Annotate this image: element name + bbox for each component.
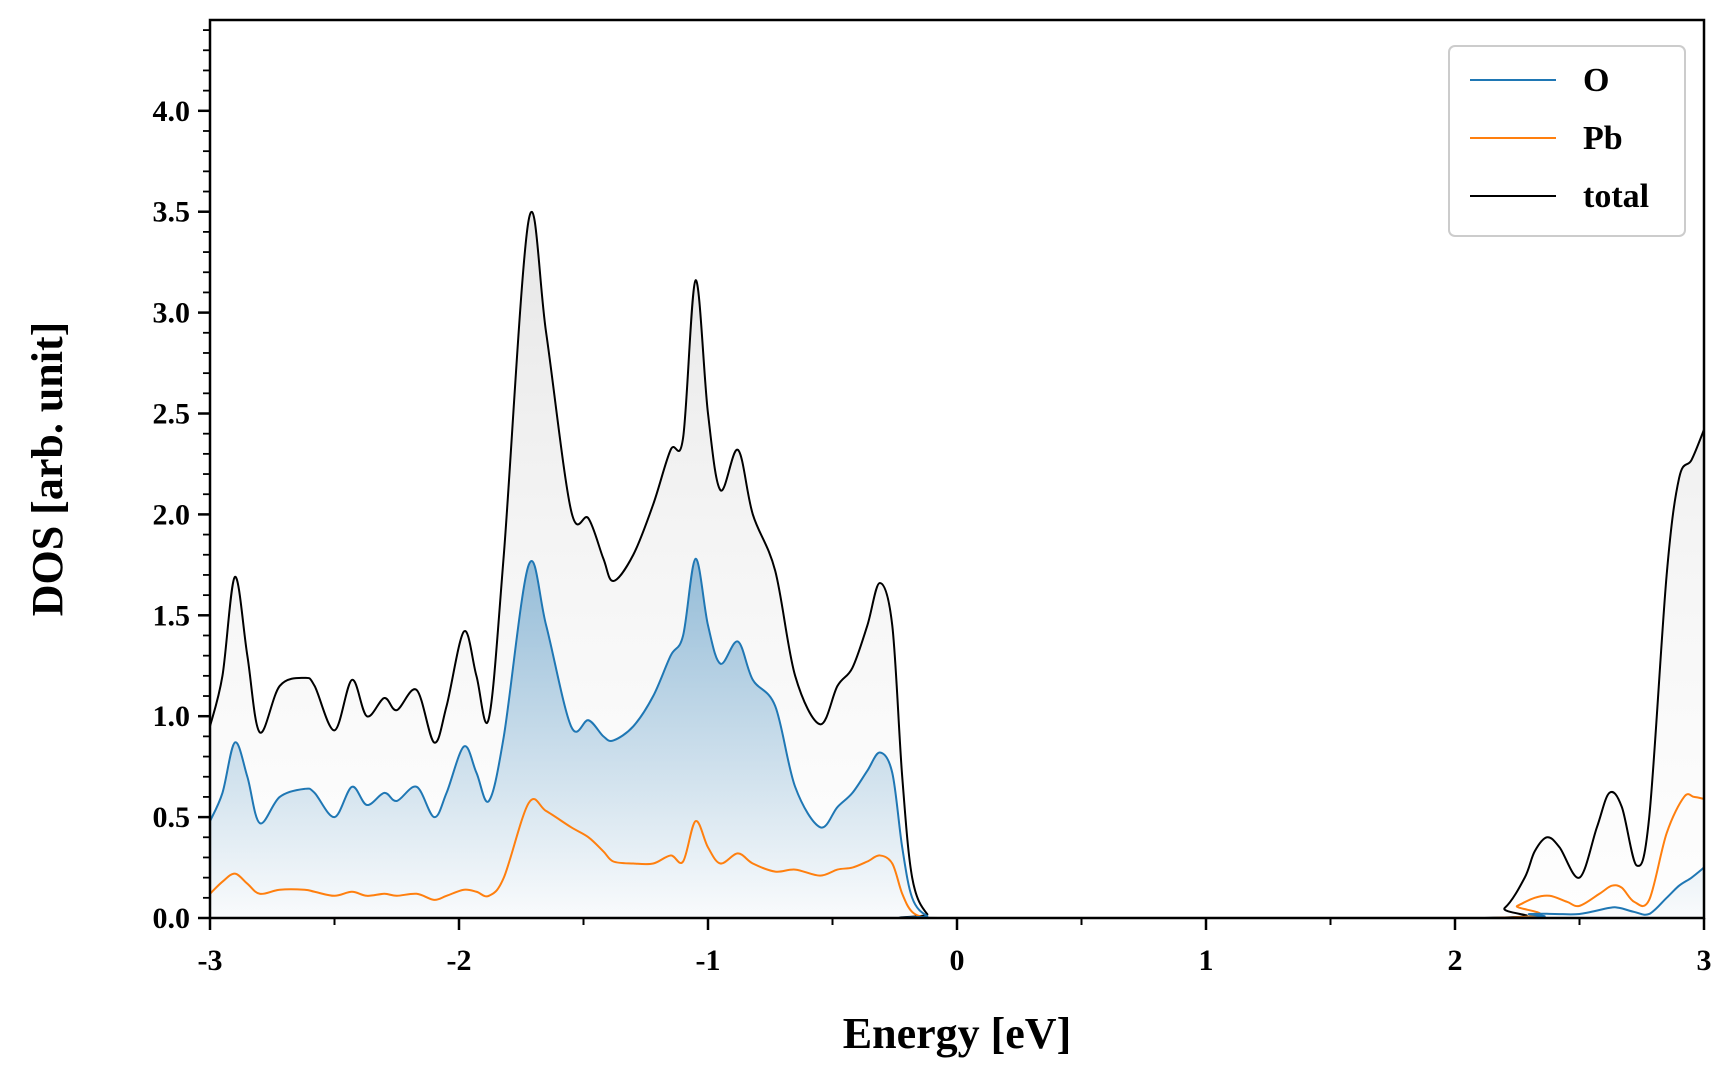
series-fill-o [210, 558, 1704, 918]
x-tick-label: -3 [198, 944, 223, 977]
x-tick-label: 2 [1448, 944, 1463, 977]
y-tick-label: 3.0 [153, 297, 191, 330]
x-tick-label: 0 [950, 944, 965, 977]
x-axis-title: Energy [eV] [843, 1009, 1072, 1058]
y-tick-label: 3.5 [153, 196, 191, 229]
legend-box [1448, 45, 1686, 237]
series-line-o [210, 557, 1704, 918]
series-fill-total [210, 211, 1704, 918]
y-tick-label: 4.0 [153, 95, 191, 128]
plot-frame [208, 18, 1706, 920]
y-tick-label: 1.5 [153, 599, 191, 632]
legend: O Pb total [1448, 45, 1686, 237]
ticks-layer: -3 -2 -1 0 1 2 3 0.0 0.5 1.0 1.5 2.0 2.5 3.0 3.5 4.0 [153, 29, 1712, 977]
x-tick-label: -2 [447, 944, 472, 977]
series-layer [210, 210, 1704, 918]
series-line-total [210, 210, 1704, 918]
x-tick-label: -1 [696, 944, 721, 977]
legend-label-pb: Pb [1583, 120, 1623, 157]
y-tick-label: 1.0 [153, 700, 191, 733]
series-line-pb [210, 793, 1704, 918]
legend-label-total: total [1583, 178, 1649, 215]
x-tick-label: 1 [1199, 944, 1214, 977]
x-tick-label: 3 [1697, 944, 1712, 977]
y-axis-title: DOS [arb. unit] [23, 322, 72, 617]
y-tick-label: 0.5 [153, 801, 191, 834]
y-tick-label: 2.5 [153, 398, 191, 431]
legend-label-o: O [1583, 62, 1609, 99]
y-tick-label: 0.0 [153, 902, 191, 935]
y-tick-label: 2.0 [153, 498, 191, 531]
